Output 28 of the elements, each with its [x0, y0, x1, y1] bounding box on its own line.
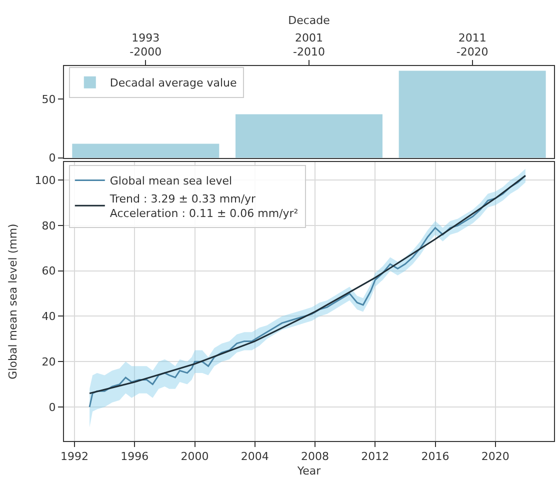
- bar: [72, 144, 220, 158]
- x-tick-label: 2016: [421, 450, 450, 464]
- x-tick-label: 2020: [481, 450, 510, 464]
- y-tick-label: 0: [48, 400, 56, 414]
- x-tick-label: 2011 -2020: [456, 31, 488, 59]
- y-tick-label: 20: [42, 355, 56, 368]
- y-tick-label: 50: [42, 92, 56, 106]
- x-axis-title: Decade: [288, 14, 330, 27]
- x-tick-label: 2008: [301, 450, 330, 464]
- x-tick-label: 1996: [120, 450, 149, 464]
- x-axis-title: Year: [296, 464, 322, 478]
- y-tick-label: 60: [42, 264, 56, 278]
- x-tick-label: 2001 -2010: [293, 31, 325, 59]
- y-tick-label: 0: [48, 152, 56, 165]
- x-tick-label: 1992: [60, 450, 89, 464]
- legend-label: Decadal average value: [110, 76, 238, 90]
- bar: [236, 114, 382, 158]
- legend-label: Global mean sea level: [110, 174, 232, 188]
- x-tick-label: 2012: [361, 450, 390, 464]
- y-tick-label: 80: [42, 219, 56, 232]
- y-axis-title: Global mean sea level (mm): [6, 224, 20, 380]
- x-tick-label: 1993 -2000: [130, 31, 162, 59]
- legend-label: Trend : 3.29 ± 0.33 mm/yr Acceleration : 0.11 ± 0.06 mm/yr²: [108, 192, 298, 220]
- y-tick-label: 100: [34, 174, 56, 187]
- bar: [398, 70, 546, 158]
- x-tick-label: 2000: [180, 450, 209, 464]
- x-tick-label: 2004: [240, 450, 269, 464]
- y-tick-label: 40: [42, 310, 56, 324]
